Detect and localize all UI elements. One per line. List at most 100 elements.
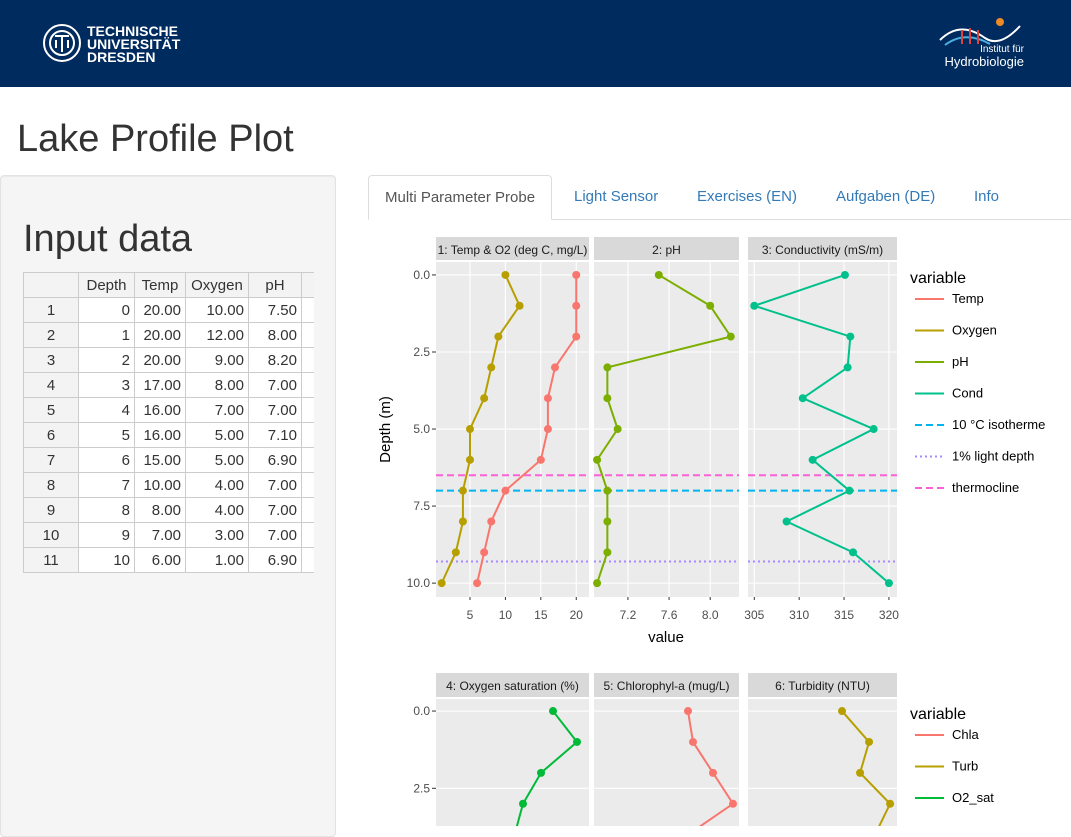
y-tick-label: 2.5 <box>413 345 430 359</box>
strip-label: 2: pH <box>652 243 681 257</box>
x-tick-label: 8.0 <box>702 608 719 622</box>
cell: 5.00 <box>185 447 249 473</box>
legend-label: Oxygen <box>952 323 997 338</box>
legend-title: variable <box>910 706 966 723</box>
data-point <box>654 270 663 279</box>
strip-label: 5: Chlorophyl-a (mug/L) <box>603 679 729 693</box>
tab[interactable]: Exercises (EN) <box>697 188 798 205</box>
cell: 5 <box>78 422 135 448</box>
data-point <box>473 579 482 588</box>
row-index: 1 <box>23 297 79 323</box>
tab-bar: Multi Parameter Probe Light Sensor Exercis… <box>368 175 1071 220</box>
data-point <box>849 548 858 557</box>
data-point <box>458 486 467 495</box>
row-index: 11 <box>23 547 79 573</box>
data-point <box>494 332 503 341</box>
cell: 3 <box>301 547 314 573</box>
data-point <box>603 363 612 372</box>
cell: 6.00 <box>134 547 186 573</box>
data-point <box>480 394 489 403</box>
data-point <box>572 301 581 310</box>
tab[interactable]: Aufgaben (DE) <box>836 188 936 205</box>
data-point <box>689 737 697 746</box>
x-tick-label: 5 <box>467 608 474 622</box>
data-point <box>869 425 878 434</box>
legend-label: thermocline <box>952 480 1019 495</box>
legend-title: variable <box>910 270 966 287</box>
data-point <box>684 707 692 716</box>
legend-label: Temp <box>952 291 984 306</box>
sidebar-heading: Input data <box>23 218 193 260</box>
logo-text: TECHNISCHE <box>87 23 178 39</box>
data-point <box>709 768 717 777</box>
data-point <box>551 363 559 372</box>
row-index: 3 <box>23 347 79 373</box>
data-point <box>843 363 852 372</box>
header: TECHNISCHE UNIVERSITÄT DRESDEN Institut … <box>0 0 1071 87</box>
y-tick-label: 0.0 <box>413 704 430 718</box>
data-point <box>846 332 855 341</box>
row-index: 2 <box>23 322 79 348</box>
data-point <box>706 301 715 310</box>
data-point <box>840 270 849 279</box>
cell: 7.00 <box>248 397 302 423</box>
data-point <box>487 517 496 526</box>
data-point <box>808 455 817 464</box>
logo-text: UNIVERSITÄT <box>87 36 181 52</box>
cell: 9 <box>78 522 135 548</box>
header-cell: Oxygen <box>185 272 249 298</box>
row-index: 9 <box>23 497 79 523</box>
logo-text: Hydrobiologie <box>945 54 1025 69</box>
x-tick-label: 7.6 <box>661 608 678 622</box>
table-row: 988.004.007.003 <box>23 497 314 523</box>
data-point <box>480 548 489 557</box>
x-tick-label: 310 <box>789 608 809 622</box>
tab[interactable]: Light Sensor <box>574 188 659 205</box>
cell: 7.50 <box>248 297 302 323</box>
tab[interactable]: Multi Parameter Probe <box>368 175 553 220</box>
strip <box>436 673 589 697</box>
strip-label: 1: Temp & O2 (deg C, mg/L) <box>438 243 588 257</box>
cell: 6.90 <box>248 447 302 473</box>
data-point <box>838 707 847 716</box>
x-tick-label: 7.2 <box>620 608 637 622</box>
data-point <box>501 270 510 279</box>
cell: 15.00 <box>134 447 186 473</box>
cell: 8.00 <box>185 372 249 398</box>
row-index: 6 <box>23 422 79 448</box>
strip <box>594 237 739 260</box>
data-point <box>750 301 759 310</box>
y-tick-label: 7.5 <box>413 499 430 513</box>
cell: 1.00 <box>185 547 249 573</box>
data-point <box>613 425 622 434</box>
header-logos: TECHNISCHE UNIVERSITÄT DRESDEN Institut … <box>43 18 1025 69</box>
tab[interactable]: Info <box>974 188 1000 205</box>
logo-text: Institut für <box>980 44 1025 55</box>
data-point <box>466 425 474 434</box>
data-point <box>549 707 557 716</box>
legend-label: 1% light depth <box>952 449 1034 464</box>
x-tick-label: 10 <box>499 608 513 622</box>
cell: 2 <box>78 347 135 373</box>
data-point <box>573 737 581 746</box>
data-point <box>603 517 612 526</box>
cell: 4.00 <box>185 497 249 523</box>
data-point <box>451 548 460 557</box>
panel-bg <box>436 699 589 826</box>
data-point <box>487 363 496 372</box>
x-tick-label: 15 <box>534 608 548 622</box>
data-point <box>537 768 545 777</box>
cell: 7.00 <box>248 372 302 398</box>
cell: 5.00 <box>185 422 249 448</box>
x-tick-label: 305 <box>744 608 764 622</box>
table-body: 1020.0010.007.5032120.0012.008.0033220.0… <box>23 297 314 573</box>
cell: 6.90 <box>248 547 302 573</box>
row-index: 10 <box>23 522 79 548</box>
logo-text: DRESDEN <box>87 49 155 65</box>
y-axis-label: Depth (m) <box>377 396 394 463</box>
